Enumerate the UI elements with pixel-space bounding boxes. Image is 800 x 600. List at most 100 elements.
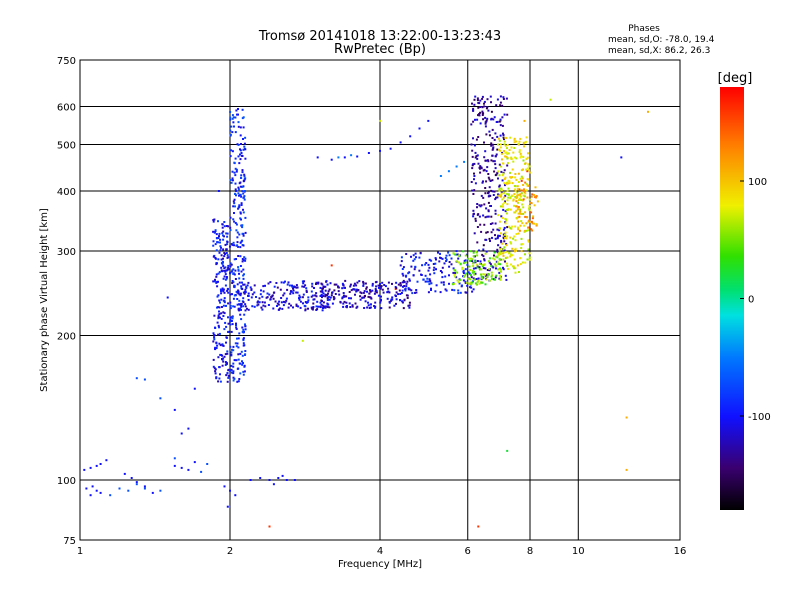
data-point [241, 108, 244, 111]
data-point [433, 272, 436, 275]
data-point [241, 169, 244, 172]
data-point [402, 279, 405, 282]
data-point [501, 205, 504, 208]
data-point [480, 273, 482, 276]
data-point [508, 251, 511, 254]
data-point [489, 263, 492, 266]
data-point [484, 192, 487, 195]
data-point [414, 252, 417, 255]
data-point [217, 317, 220, 320]
data-point [459, 291, 462, 294]
data-point [497, 234, 500, 237]
data-point [490, 101, 492, 104]
data-point [237, 245, 240, 248]
data-point [200, 470, 203, 473]
data-point [477, 114, 479, 117]
data-point [496, 228, 499, 231]
data-point [480, 275, 483, 278]
data-point [505, 97, 508, 100]
data-point [305, 289, 308, 292]
data-point [504, 144, 507, 147]
data-point [502, 98, 505, 100]
data-point [482, 214, 485, 217]
data-point [509, 208, 512, 211]
data-point [369, 289, 372, 292]
data-point [472, 215, 475, 218]
data-point [324, 295, 327, 298]
data-point [223, 269, 226, 272]
data-point [496, 256, 499, 259]
data-point [345, 301, 348, 304]
data-point [218, 326, 220, 329]
data-point [427, 291, 430, 294]
data-point [239, 158, 242, 161]
data-point [528, 258, 531, 261]
data-point [516, 264, 519, 267]
data-point [476, 97, 479, 100]
data-point [493, 116, 496, 119]
phase-stats-x: mean, sd,X: 86.2, 26.3 [608, 46, 710, 56]
data-point [223, 252, 226, 254]
data-point [328, 298, 331, 301]
data-point [503, 182, 506, 185]
chart-subtitle: RwPretec (Bp) [334, 42, 426, 57]
data-point [506, 449, 509, 452]
data-point [227, 376, 230, 379]
data-point [322, 301, 325, 304]
x-axis-label: Frequency [MHz] [338, 559, 422, 570]
data-point [526, 167, 529, 170]
data-point [482, 255, 485, 258]
x-tick-label: 10 [572, 546, 585, 557]
data-point [468, 282, 471, 285]
data-point [342, 302, 345, 305]
data-point [492, 160, 495, 163]
data-point [244, 231, 247, 234]
data-point [242, 244, 245, 247]
data-point [506, 147, 508, 150]
data-point [232, 376, 235, 379]
data-point [485, 250, 488, 253]
data-point [435, 284, 438, 287]
data-point [247, 298, 250, 301]
data-point [320, 303, 323, 306]
data-point [310, 290, 313, 293]
data-point [218, 235, 220, 238]
data-point [109, 494, 112, 497]
data-point [399, 264, 402, 267]
data-point [333, 289, 336, 292]
data-point [505, 183, 508, 186]
data-point [499, 149, 502, 152]
data-point [350, 289, 353, 292]
data-point [471, 155, 474, 158]
data-point [440, 281, 443, 284]
data-point [406, 297, 409, 299]
data-point [528, 221, 531, 223]
data-point [503, 150, 505, 152]
data-point [233, 359, 236, 362]
data-point [283, 292, 286, 295]
data-point [225, 304, 227, 307]
data-point [234, 494, 237, 497]
data-point [237, 255, 240, 257]
data-point [371, 289, 374, 292]
data-point [237, 268, 240, 271]
data-point [520, 237, 523, 240]
data-point [366, 306, 369, 309]
data-point [514, 156, 516, 159]
data-point [501, 252, 504, 255]
y-tick-label: 500 [57, 141, 76, 152]
data-point [487, 195, 490, 198]
data-point [523, 195, 526, 198]
data-point [173, 457, 176, 460]
data-point [474, 272, 477, 275]
data-point [244, 328, 247, 331]
data-point [488, 186, 491, 189]
data-point [504, 257, 507, 259]
data-point [498, 139, 501, 142]
data-point [241, 226, 244, 229]
data-point [311, 282, 314, 285]
data-point [231, 117, 234, 120]
data-point [494, 237, 497, 240]
data-point [240, 318, 243, 321]
data-point [222, 290, 225, 293]
